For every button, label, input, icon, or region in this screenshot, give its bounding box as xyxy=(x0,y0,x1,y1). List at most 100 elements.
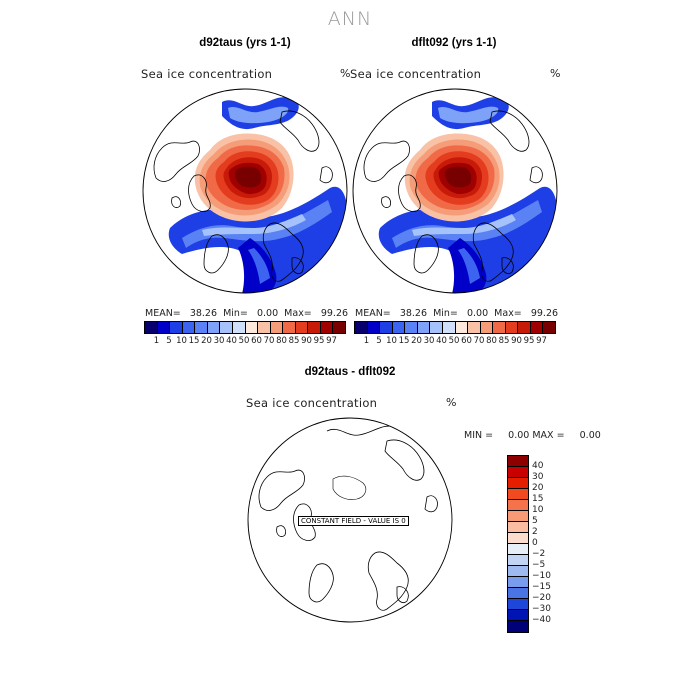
colorbar-swatch xyxy=(355,322,368,333)
diff-stats: MIN = 0.00 MAX = 0.00 xyxy=(464,430,601,441)
colorbar-tick-label: 30 xyxy=(423,336,435,346)
colorbar-swatch xyxy=(508,555,528,566)
colorbar-swatch xyxy=(442,322,456,333)
colorbar-swatch xyxy=(505,322,519,333)
colorbar-tick-label: 30 xyxy=(213,336,225,346)
colorbar-tick-label: −30 xyxy=(532,604,551,614)
colorbar-tick-label: 5 xyxy=(376,336,382,346)
colorbar-tick-label: 50 xyxy=(448,336,460,346)
colorbar-swatch xyxy=(380,322,393,333)
colorbar-swatch xyxy=(543,322,555,333)
colorbar-tick-label: 10 xyxy=(532,505,544,515)
colorbar-tick-label: 1 xyxy=(363,336,370,346)
colorbar-tick-label: 95 xyxy=(313,336,325,346)
colorbar-swatch xyxy=(508,577,528,588)
colorbar-swatch xyxy=(508,489,528,500)
colorbar-swatch xyxy=(468,322,481,333)
colorbar-swatch xyxy=(480,322,494,333)
colorbar-tick-label: 85 xyxy=(288,336,300,346)
colorbar-tick-label: 40 xyxy=(436,336,447,346)
colorbar-right xyxy=(354,321,556,334)
colorbar-swatch xyxy=(405,322,418,333)
panel-title-left: d92taus (yrs 1-1) xyxy=(199,37,291,49)
colorbar-swatch xyxy=(508,588,528,599)
colorbar-swatch xyxy=(170,322,183,333)
colorbar-tick-label: 40 xyxy=(226,336,237,346)
constant-field-label: CONSTANT FIELD - VALUE IS 0 xyxy=(298,516,409,526)
diff-units-label: % xyxy=(446,396,457,409)
colorbar-tick-label: 50 xyxy=(238,336,250,346)
stats-right: MEAN= 38.26 Min= 0.00 Max= 99.26 xyxy=(355,308,559,319)
colorbar-swatch xyxy=(508,478,528,489)
colorbar-swatch xyxy=(508,456,528,467)
colorbar-swatch xyxy=(295,322,309,333)
colorbar-swatch xyxy=(430,322,443,333)
colorbar-tick-label: 10 xyxy=(176,336,187,346)
colorbar-swatch xyxy=(157,322,171,333)
stats-left: MEAN= 38.26 Min= 0.00 Max= 99.26 xyxy=(145,308,349,319)
colorbar-tick-label: 5 xyxy=(532,516,538,526)
colorbar-tick-label: 97 xyxy=(326,336,337,346)
panel-title-right: dflt092 (yrs 1-1) xyxy=(411,37,497,49)
colorbar-swatch xyxy=(145,322,158,333)
colorbar-swatch xyxy=(508,566,528,577)
sea-ice-field-left xyxy=(143,89,347,293)
colorbar-tick-label: −2 xyxy=(532,549,546,559)
colorbar-tick-label: 70 xyxy=(263,336,275,346)
colorbar-swatch xyxy=(220,322,233,333)
colorbar-diff xyxy=(507,455,529,633)
colorbar-swatch xyxy=(508,467,528,478)
colorbar-tick-label: 30 xyxy=(532,472,544,482)
colorbar-tick-label: 60 xyxy=(251,336,262,346)
colorbar-tick-label: −20 xyxy=(532,593,551,603)
sea-ice-field-right xyxy=(353,89,557,293)
colorbar-tick-label: 20 xyxy=(532,483,544,493)
colorbar-tick-label: 15 xyxy=(532,494,544,504)
colorbar-tick-label: 80 xyxy=(276,336,287,346)
units-label-right: % xyxy=(550,67,561,80)
colorbar-ticks-left: 1 5 10 15 20 30 40 50 60 70 80 85 90 95 97 xyxy=(144,336,344,348)
colorbar-tick-label: 10 xyxy=(386,336,397,346)
colorbar-tick-label: 90 xyxy=(301,336,312,346)
colorbar-tick-label: −5 xyxy=(532,560,546,570)
colorbar-swatch xyxy=(508,511,528,522)
colorbar-swatch xyxy=(333,322,345,333)
colorbar-swatch xyxy=(508,500,528,511)
colorbar-tick-label: 15 xyxy=(188,336,200,346)
colorbar-swatch xyxy=(207,322,221,333)
colorbar-swatch xyxy=(530,322,544,333)
colorbar-tick-label: 20 xyxy=(411,336,422,346)
figure-title: ANN xyxy=(327,8,373,30)
colorbar-swatch xyxy=(508,533,528,544)
colorbar-swatch xyxy=(283,322,296,333)
colorbar-swatch xyxy=(232,322,246,333)
colorbar-swatch xyxy=(508,599,528,610)
colorbar-swatch xyxy=(508,544,528,555)
colorbar-tick-label: 15 xyxy=(398,336,410,346)
colorbar-tick-label: −40 xyxy=(532,615,551,625)
colorbar-tick-label: 5 xyxy=(166,336,172,346)
colorbar-tick-label: −15 xyxy=(532,582,551,592)
colorbar-swatch xyxy=(195,322,208,333)
colorbar-swatch xyxy=(245,322,259,333)
colorbar-tick-label: 40 xyxy=(532,461,544,471)
colorbar-swatch xyxy=(320,322,334,333)
colorbar-left xyxy=(144,321,346,334)
units-label-left: % xyxy=(340,67,351,80)
colorbar-swatch xyxy=(493,322,506,333)
colorbar-swatch xyxy=(508,522,528,533)
colorbar-tick-label: 60 xyxy=(461,336,472,346)
colorbar-tick-label: 80 xyxy=(486,336,497,346)
field-label-left: Sea ice concentration xyxy=(141,67,273,81)
colorbar-swatch xyxy=(417,322,431,333)
colorbar-swatch xyxy=(508,610,528,621)
colorbar-tick-label: 20 xyxy=(201,336,212,346)
colorbar-tick-label: −10 xyxy=(532,571,551,581)
colorbar-swatch xyxy=(367,322,381,333)
colorbar-tick-label: 85 xyxy=(498,336,510,346)
colorbar-swatch xyxy=(392,322,406,333)
colorbar-swatch xyxy=(508,621,528,632)
colorbar-swatch xyxy=(308,322,321,333)
colorbar-swatch xyxy=(455,322,469,333)
field-label-right: Sea ice concentration xyxy=(350,67,482,81)
